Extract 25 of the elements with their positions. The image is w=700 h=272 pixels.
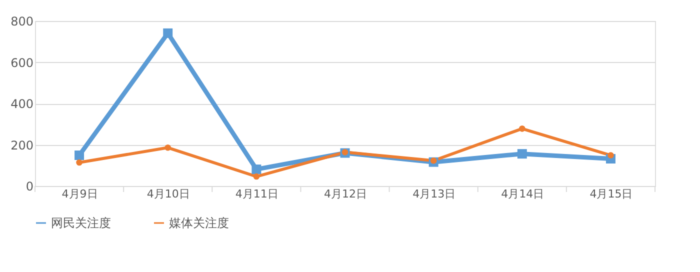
y-tick-label: 0 — [26, 180, 34, 194]
x-tick-label: 4月9日 — [62, 188, 98, 200]
point — [518, 126, 526, 132]
point — [163, 28, 173, 38]
point — [430, 157, 437, 164]
x-tick-label: 4月13日 — [412, 188, 456, 200]
point — [342, 149, 348, 156]
y-tick-label: 400 — [10, 97, 34, 111]
point — [517, 149, 527, 159]
y-tick-label: 800 — [10, 14, 34, 28]
x-tick-label: 4月12日 — [324, 188, 367, 200]
x-tick-label: 4月10日 — [146, 188, 190, 200]
point — [74, 150, 84, 160]
point — [164, 144, 172, 151]
x-tick-label: 4月14日 — [501, 188, 544, 200]
y-tick-label: 200 — [10, 138, 34, 152]
point — [253, 173, 260, 180]
point — [608, 152, 614, 158]
point — [252, 164, 262, 174]
y-tick-label: 600 — [10, 56, 34, 70]
x-tick-label: 4月11日 — [235, 188, 278, 200]
x-tick-label: 4月15日 — [590, 188, 633, 200]
legend-label: 网民关注度 — [51, 216, 111, 230]
point — [76, 159, 82, 166]
legend-label: 媒体关注度 — [169, 216, 229, 230]
